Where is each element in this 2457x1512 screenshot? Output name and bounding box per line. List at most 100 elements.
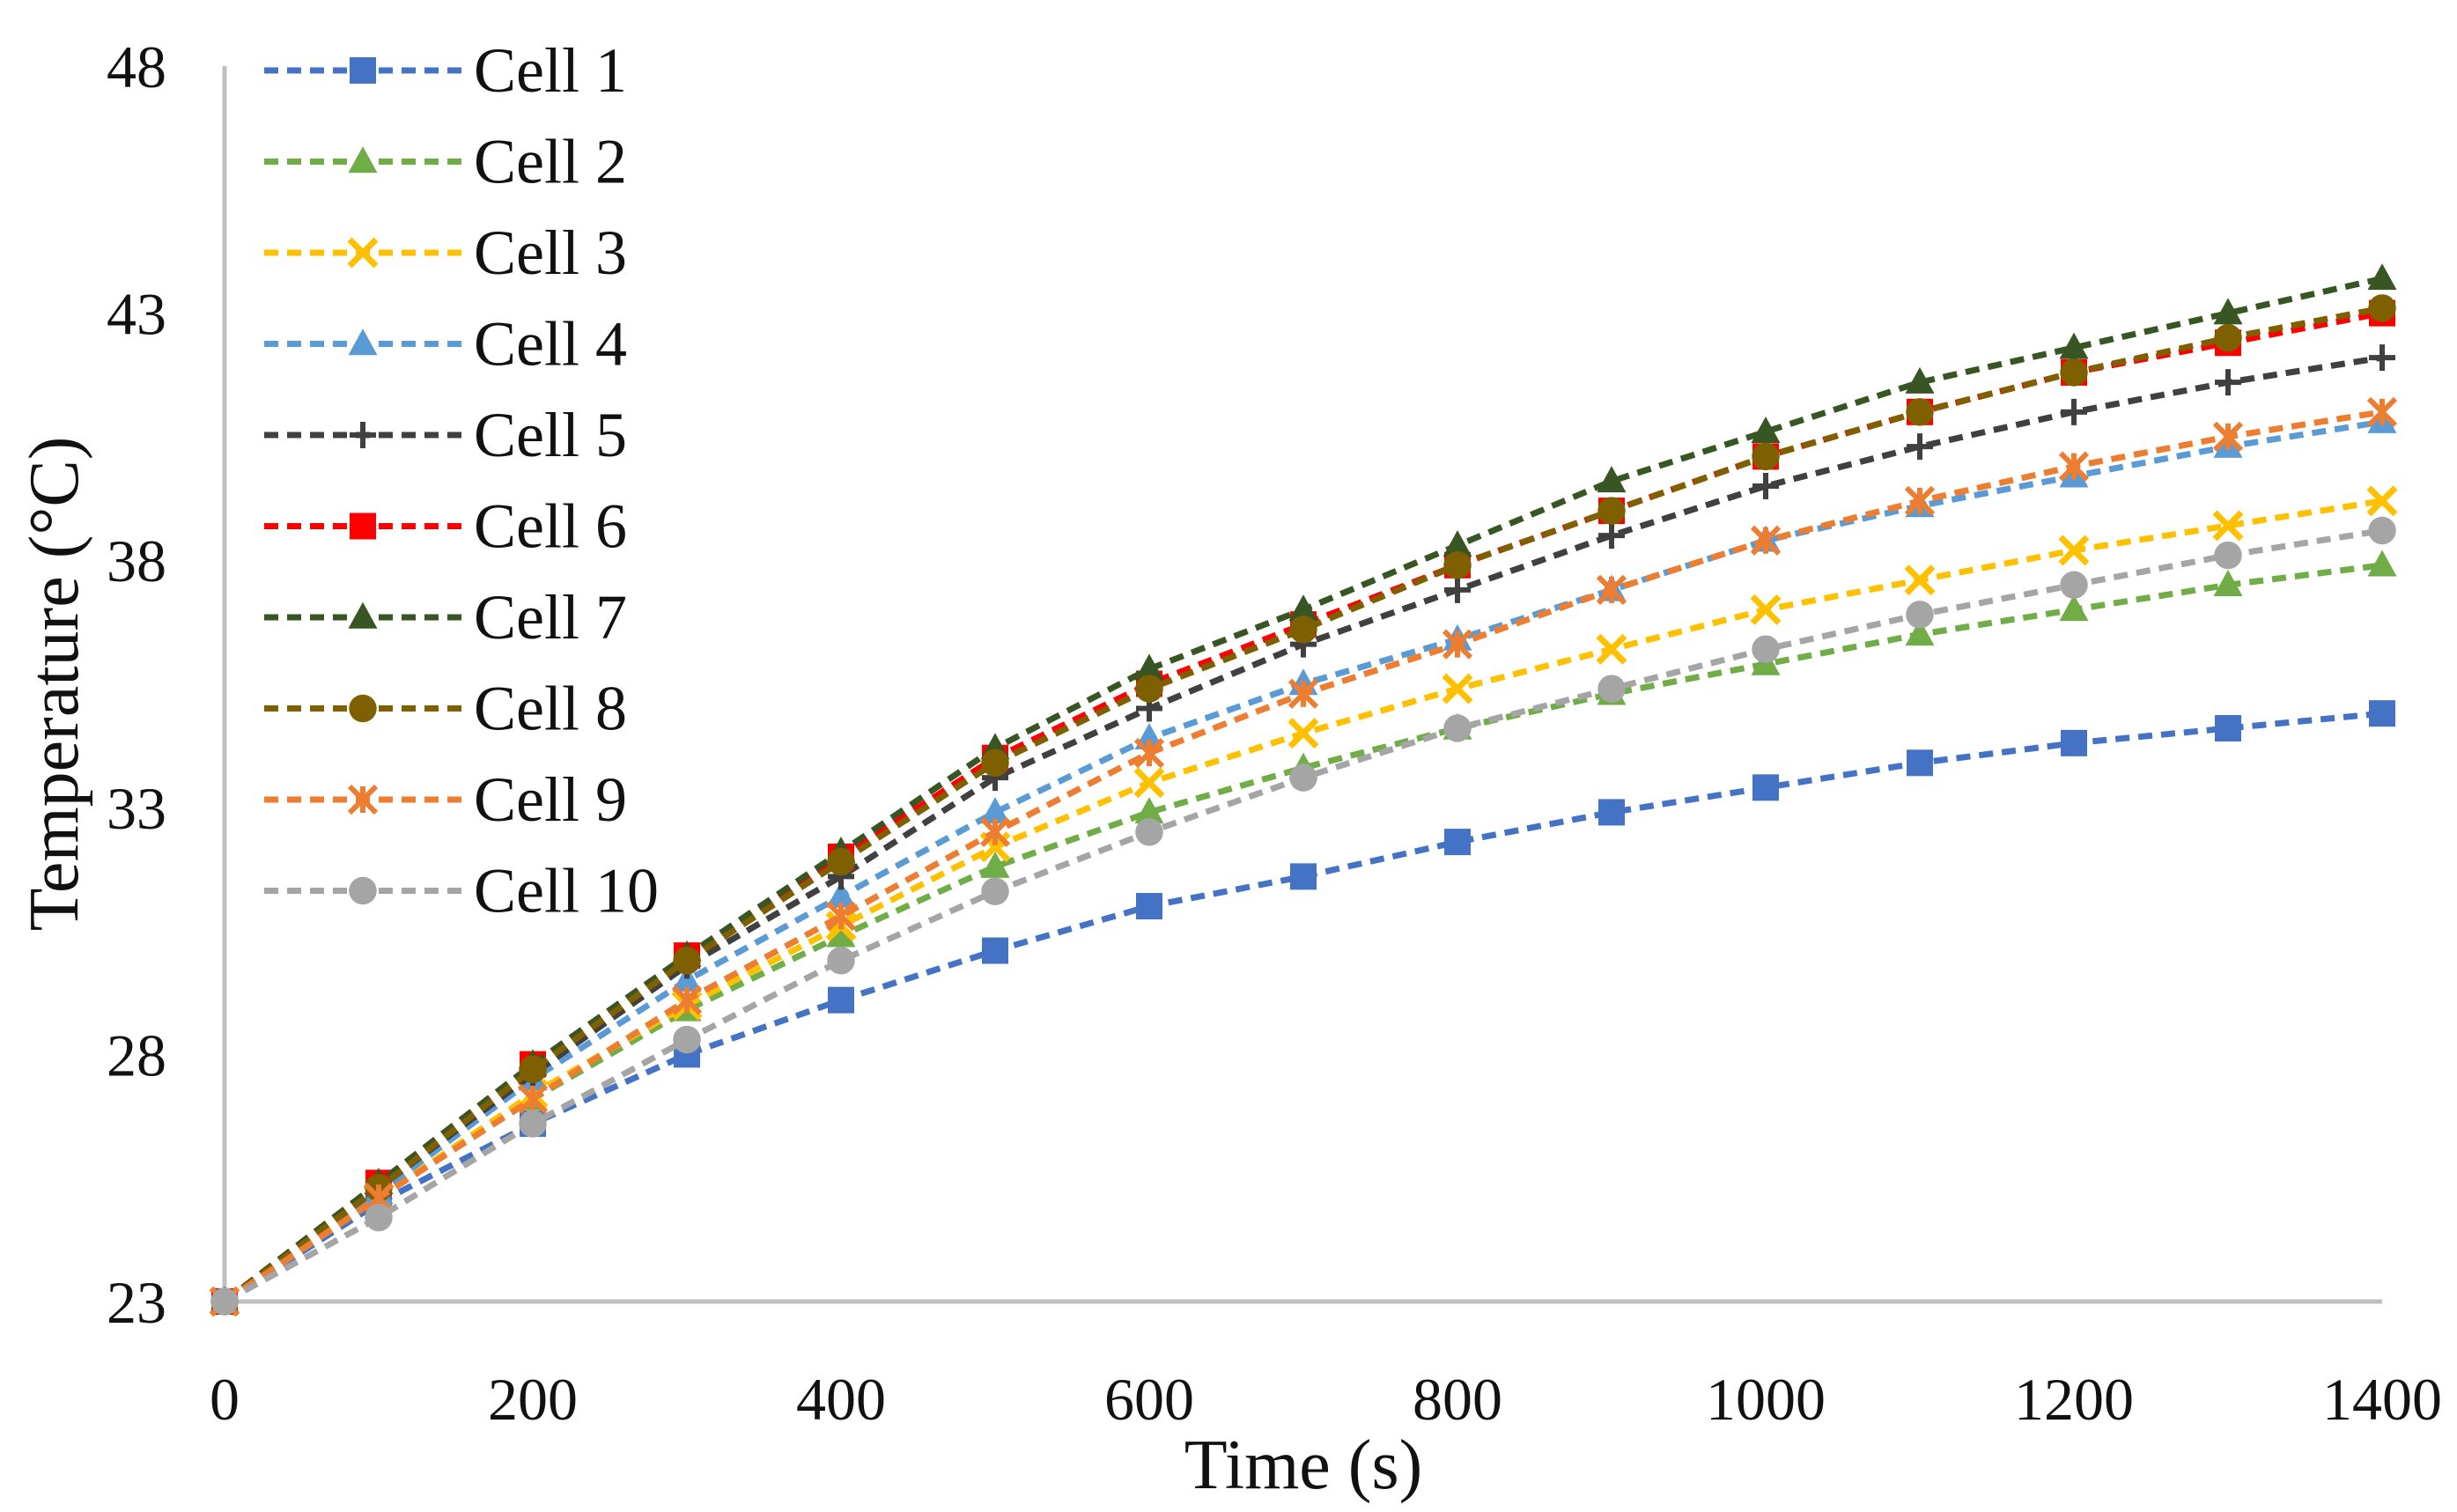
legend-item: Cell 7 bbox=[264, 582, 627, 653]
data-point bbox=[1598, 522, 1625, 549]
data-point bbox=[2369, 344, 2395, 372]
y-tick-label: 38 bbox=[107, 527, 166, 594]
data-point bbox=[979, 816, 1011, 847]
legend-label: Cell 6 bbox=[474, 491, 627, 562]
x-tick-label: 800 bbox=[1413, 1366, 1502, 1433]
data-point bbox=[519, 1110, 547, 1138]
legend-item: Cell 1 bbox=[264, 35, 627, 106]
data-point bbox=[1134, 653, 1164, 681]
data-point bbox=[365, 1203, 393, 1232]
data-point bbox=[1596, 633, 1627, 665]
data-point bbox=[1289, 763, 1317, 792]
legend-label: Cell 7 bbox=[474, 582, 627, 653]
data-point bbox=[1750, 525, 1782, 556]
data-point bbox=[982, 937, 1008, 964]
data-point bbox=[1752, 635, 1780, 663]
data-point bbox=[1597, 497, 1626, 525]
data-point bbox=[1906, 398, 1934, 426]
axes bbox=[222, 66, 2382, 1304]
legend-item: Cell 5 bbox=[264, 400, 627, 470]
data-point bbox=[980, 797, 1010, 824]
y-tick-labels: 23 28 33 38 43 48 bbox=[107, 33, 166, 1336]
data-point bbox=[1443, 714, 1472, 742]
series-lines bbox=[209, 263, 2398, 1317]
data-point bbox=[1597, 675, 1626, 703]
y-axis-title: Temperature (°C) bbox=[16, 437, 93, 932]
legend-item: Cell 3 bbox=[264, 218, 627, 288]
data-point bbox=[1752, 473, 1779, 500]
data-point bbox=[981, 877, 1009, 905]
y-tick-label: 48 bbox=[107, 33, 166, 100]
data-point bbox=[2060, 571, 2088, 600]
legend-label: Cell 5 bbox=[474, 400, 627, 470]
data-point bbox=[2366, 396, 2398, 427]
x-tick-label: 400 bbox=[796, 1366, 886, 1433]
data-point bbox=[827, 847, 855, 876]
data-point bbox=[1133, 737, 1165, 769]
x-tick-label: 1400 bbox=[2322, 1366, 2442, 1433]
x-tick-label: 0 bbox=[210, 1366, 240, 1433]
data-point bbox=[827, 947, 855, 975]
legend-item: Cell 4 bbox=[264, 309, 627, 380]
data-point bbox=[2366, 485, 2398, 517]
data-point bbox=[1135, 675, 1163, 703]
data-point bbox=[1444, 829, 1471, 856]
legend-marker bbox=[347, 237, 379, 269]
data-point bbox=[2061, 729, 2087, 756]
data-point bbox=[1904, 485, 1936, 516]
legend-marker bbox=[347, 784, 379, 815]
data-point bbox=[2369, 700, 2395, 727]
data-point bbox=[1288, 594, 1318, 622]
y-tick-label: 43 bbox=[107, 281, 166, 348]
legend-label: Cell 1 bbox=[474, 35, 627, 106]
legend-marker bbox=[349, 876, 377, 905]
legend-marker bbox=[348, 601, 378, 629]
legend-marker bbox=[349, 694, 377, 723]
data-point bbox=[828, 986, 854, 1014]
legend-label: Cell 4 bbox=[474, 309, 627, 380]
data-point bbox=[673, 947, 701, 975]
data-point bbox=[980, 851, 1010, 878]
data-point bbox=[2212, 421, 2244, 453]
data-point bbox=[1442, 629, 1473, 660]
x-tick-labels: 0 200 400 600 800 1000 1200 1400 bbox=[210, 1366, 2442, 1433]
legend-item: Cell 6 bbox=[264, 491, 627, 562]
data-point bbox=[1904, 564, 1936, 596]
data-point bbox=[1442, 673, 1473, 704]
x-axis-title: Time (s) bbox=[1184, 1427, 1422, 1504]
x-tick-label: 1000 bbox=[1706, 1366, 1826, 1433]
data-point bbox=[1443, 551, 1472, 579]
data-point bbox=[2058, 451, 2090, 482]
x-tick-label: 600 bbox=[1104, 1366, 1194, 1433]
data-point bbox=[1289, 616, 1317, 644]
series-10 bbox=[210, 516, 2396, 1316]
data-point bbox=[671, 985, 703, 1015]
data-point bbox=[1597, 466, 1627, 493]
data-point bbox=[2061, 398, 2087, 425]
series-line bbox=[222, 305, 2383, 1304]
data-point bbox=[1290, 863, 1317, 890]
data-point bbox=[826, 881, 856, 908]
legend: Cell 1 Cell 2 Cell 3 Cell 4 Cell 5 Cell 6 Cell… bbox=[264, 35, 659, 926]
y-tick-label: 28 bbox=[107, 1022, 166, 1088]
data-point bbox=[1136, 893, 1162, 920]
data-point bbox=[1135, 818, 1163, 846]
series-2 bbox=[210, 549, 2397, 1313]
data-point bbox=[1596, 574, 1627, 605]
data-point bbox=[2214, 541, 2242, 570]
legend-item: Cell 9 bbox=[264, 764, 627, 835]
data-point bbox=[1444, 576, 1471, 603]
data-point bbox=[2213, 570, 2243, 597]
legend-label: Cell 10 bbox=[474, 856, 659, 926]
data-point bbox=[1905, 366, 1935, 394]
data-point bbox=[2059, 594, 2089, 622]
data-point bbox=[2060, 358, 2088, 387]
data-point bbox=[1750, 594, 1782, 625]
data-point bbox=[1288, 678, 1319, 709]
legend-marker bbox=[348, 146, 378, 173]
data-point bbox=[2215, 715, 2241, 742]
x-tick-label: 200 bbox=[488, 1366, 578, 1433]
data-point bbox=[1752, 774, 1779, 801]
legend-item: Cell 10 bbox=[264, 856, 659, 926]
data-point bbox=[1906, 601, 1934, 629]
